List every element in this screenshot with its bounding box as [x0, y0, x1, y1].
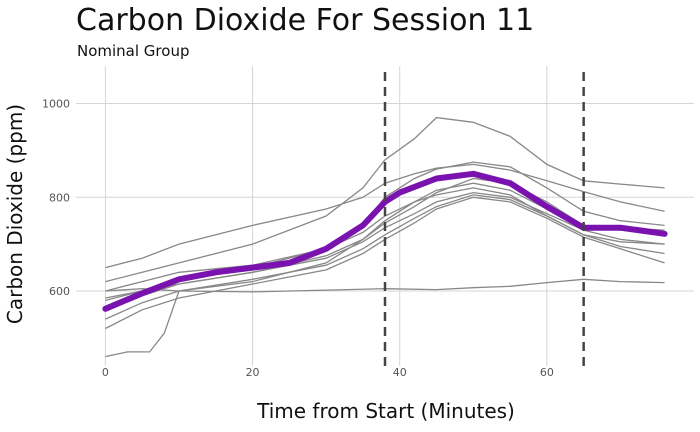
sensor-series-line — [105, 196, 665, 330]
y-tick-labels: 600 800 1000 — [42, 98, 70, 299]
chart-subtitle: Nominal Group — [77, 42, 189, 60]
mean-series-line — [102, 170, 668, 312]
x-axis-title: Time from Start (Minutes) — [256, 399, 515, 423]
sensor-series-line — [105, 187, 665, 358]
y-tick-label: 800 — [49, 191, 70, 204]
x-tick-label: 0 — [102, 366, 109, 379]
x-tick-labels: 0 20 40 60 — [102, 366, 554, 379]
x-tick-label: 60 — [540, 366, 554, 379]
x-tick-label: 40 — [393, 366, 407, 379]
y-axis-title: Carbon Dioxide (ppm) — [3, 104, 27, 324]
series-lines — [102, 116, 668, 358]
y-tick-label: 1000 — [42, 98, 70, 111]
sensor-series-line — [105, 278, 665, 293]
vertical-markers — [383, 72, 585, 366]
chart-title: Carbon Dioxide For Session 11 — [76, 3, 534, 38]
x-tick-label: 20 — [246, 366, 260, 379]
sensor-series-line — [105, 191, 665, 311]
y-tick-label: 600 — [49, 285, 70, 298]
sensor-series-line — [105, 116, 665, 283]
sensor-series-line — [105, 163, 665, 269]
